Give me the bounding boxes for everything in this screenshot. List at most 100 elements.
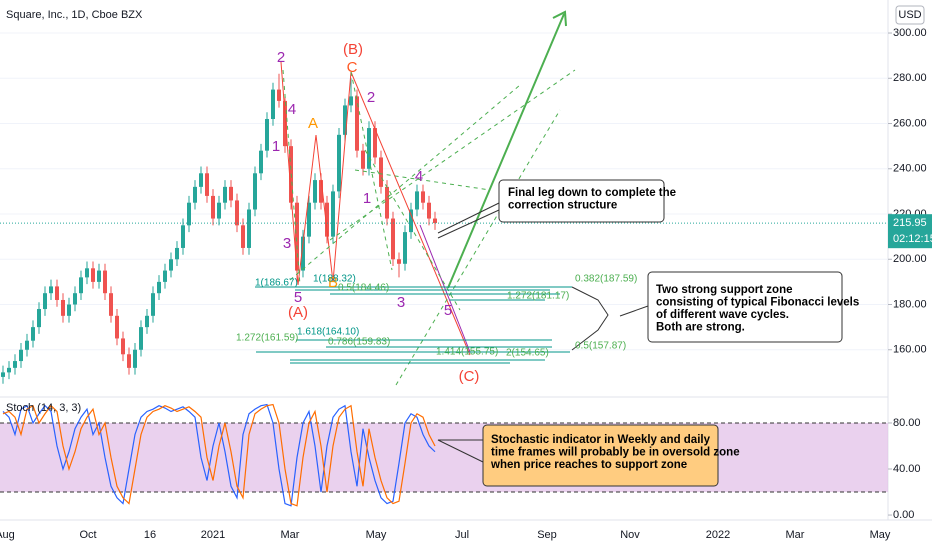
candle-body <box>139 327 143 350</box>
candle-body <box>91 268 95 282</box>
candle-body <box>313 180 317 203</box>
fib-label: 0.382(187.59) <box>575 274 637 285</box>
arrow-head <box>552 10 567 27</box>
candle-body <box>307 202 311 237</box>
wave-label: 5 <box>444 302 452 319</box>
candle-body <box>217 202 221 219</box>
note-box <box>498 179 665 223</box>
wave-label: 3 <box>397 294 405 311</box>
data-layer <box>0 32 888 507</box>
candle-body <box>13 361 17 368</box>
candle-body <box>49 286 53 294</box>
candle-body <box>301 236 305 271</box>
candle-body <box>355 96 359 151</box>
candle-body <box>19 349 23 362</box>
candle-body <box>67 304 71 316</box>
wave-label: (B) <box>343 41 363 58</box>
candle-body <box>367 128 371 169</box>
note-text: consisting of typical Fibonacci levels <box>656 297 859 309</box>
candle-body <box>241 225 245 248</box>
candle-body <box>151 293 155 316</box>
wave-label: B <box>328 274 338 291</box>
y-tick-label: 80.00 <box>893 417 921 429</box>
chart-title: Square, Inc., 1D, Cboe BZX <box>6 9 143 21</box>
y-tick-label: 260.00 <box>893 117 927 129</box>
candle-body <box>223 186 227 203</box>
candle-body <box>211 195 215 219</box>
note-box <box>647 271 843 343</box>
y-tick-label: 0.00 <box>893 509 914 521</box>
channel-line <box>364 149 461 311</box>
candle-body <box>115 315 119 339</box>
currency: USD <box>898 9 921 21</box>
candle-body <box>295 202 299 271</box>
x-tick-label: May <box>870 529 891 541</box>
candle-body <box>379 157 383 187</box>
candle-body <box>1 372 5 377</box>
candle-body <box>79 277 83 294</box>
candle-body <box>409 209 413 233</box>
candle-body <box>349 96 353 106</box>
fib-label: 1(188.32) <box>313 274 356 285</box>
channel-line <box>289 84 521 281</box>
band-fill <box>0 422 888 493</box>
candle-body <box>277 89 281 101</box>
x-tick-label: Nov <box>620 529 640 541</box>
candle-body <box>97 270 101 282</box>
candle-body <box>427 202 431 219</box>
note-text: correction structure <box>508 200 617 212</box>
candle-body <box>397 259 401 264</box>
callout-bracket <box>571 286 609 351</box>
candle-body <box>157 281 161 294</box>
fib-label: 1.618(164.10) <box>297 327 359 338</box>
callout-pointer <box>437 439 484 463</box>
wave-label: 2 <box>277 49 285 66</box>
x-tick-label: Sep <box>537 529 557 541</box>
trend-line <box>332 71 352 283</box>
stoch-line <box>2 403 436 507</box>
candle-body <box>265 118 269 151</box>
candle-body <box>229 186 233 201</box>
candle-body <box>193 186 197 203</box>
x-tick-label: Aug <box>0 529 15 541</box>
fib-label: 1(186.67) <box>255 278 298 289</box>
wave-label: A <box>308 115 318 132</box>
note-text: Final leg down to complete the <box>508 187 676 199</box>
fib-label: 0.786(159.83) <box>328 337 390 348</box>
wave-label: 5 <box>294 289 302 306</box>
x-tick-label: Oct <box>79 529 96 541</box>
candle-body <box>235 200 239 226</box>
note-text: when price reaches to support zone <box>490 459 687 471</box>
wave-label: 3 <box>283 235 291 252</box>
candle-body <box>103 270 107 294</box>
candle-body <box>55 286 59 300</box>
candle-body <box>403 232 407 264</box>
candle-body <box>361 150 365 169</box>
candle-body <box>253 173 257 210</box>
note-text: Both are strong. <box>656 322 745 334</box>
candle-body <box>133 349 137 368</box>
channel-line <box>350 71 393 271</box>
callout-line <box>437 209 500 239</box>
channel-line <box>329 69 576 241</box>
note-text: Two strong support zone <box>656 284 793 296</box>
candle-body <box>205 173 209 196</box>
wave-label: 2 <box>367 89 375 106</box>
fib-label: 2(154.65) <box>506 348 549 359</box>
candle-body <box>31 327 35 341</box>
y-tick-label: 300.00 <box>893 27 927 39</box>
note-text: Stochastic indicator in Weekly and daily <box>491 434 711 446</box>
candle-body <box>385 186 389 219</box>
candle-body <box>25 340 29 350</box>
candle-body <box>127 354 131 368</box>
note-box <box>482 424 719 487</box>
candle-body <box>187 202 191 226</box>
candle-body <box>43 293 47 310</box>
x-tick-label: Jul <box>455 529 469 541</box>
drawings <box>255 10 843 487</box>
candle-body <box>85 268 89 278</box>
wave-label: 1 <box>363 190 371 207</box>
candle-body <box>283 100 287 147</box>
